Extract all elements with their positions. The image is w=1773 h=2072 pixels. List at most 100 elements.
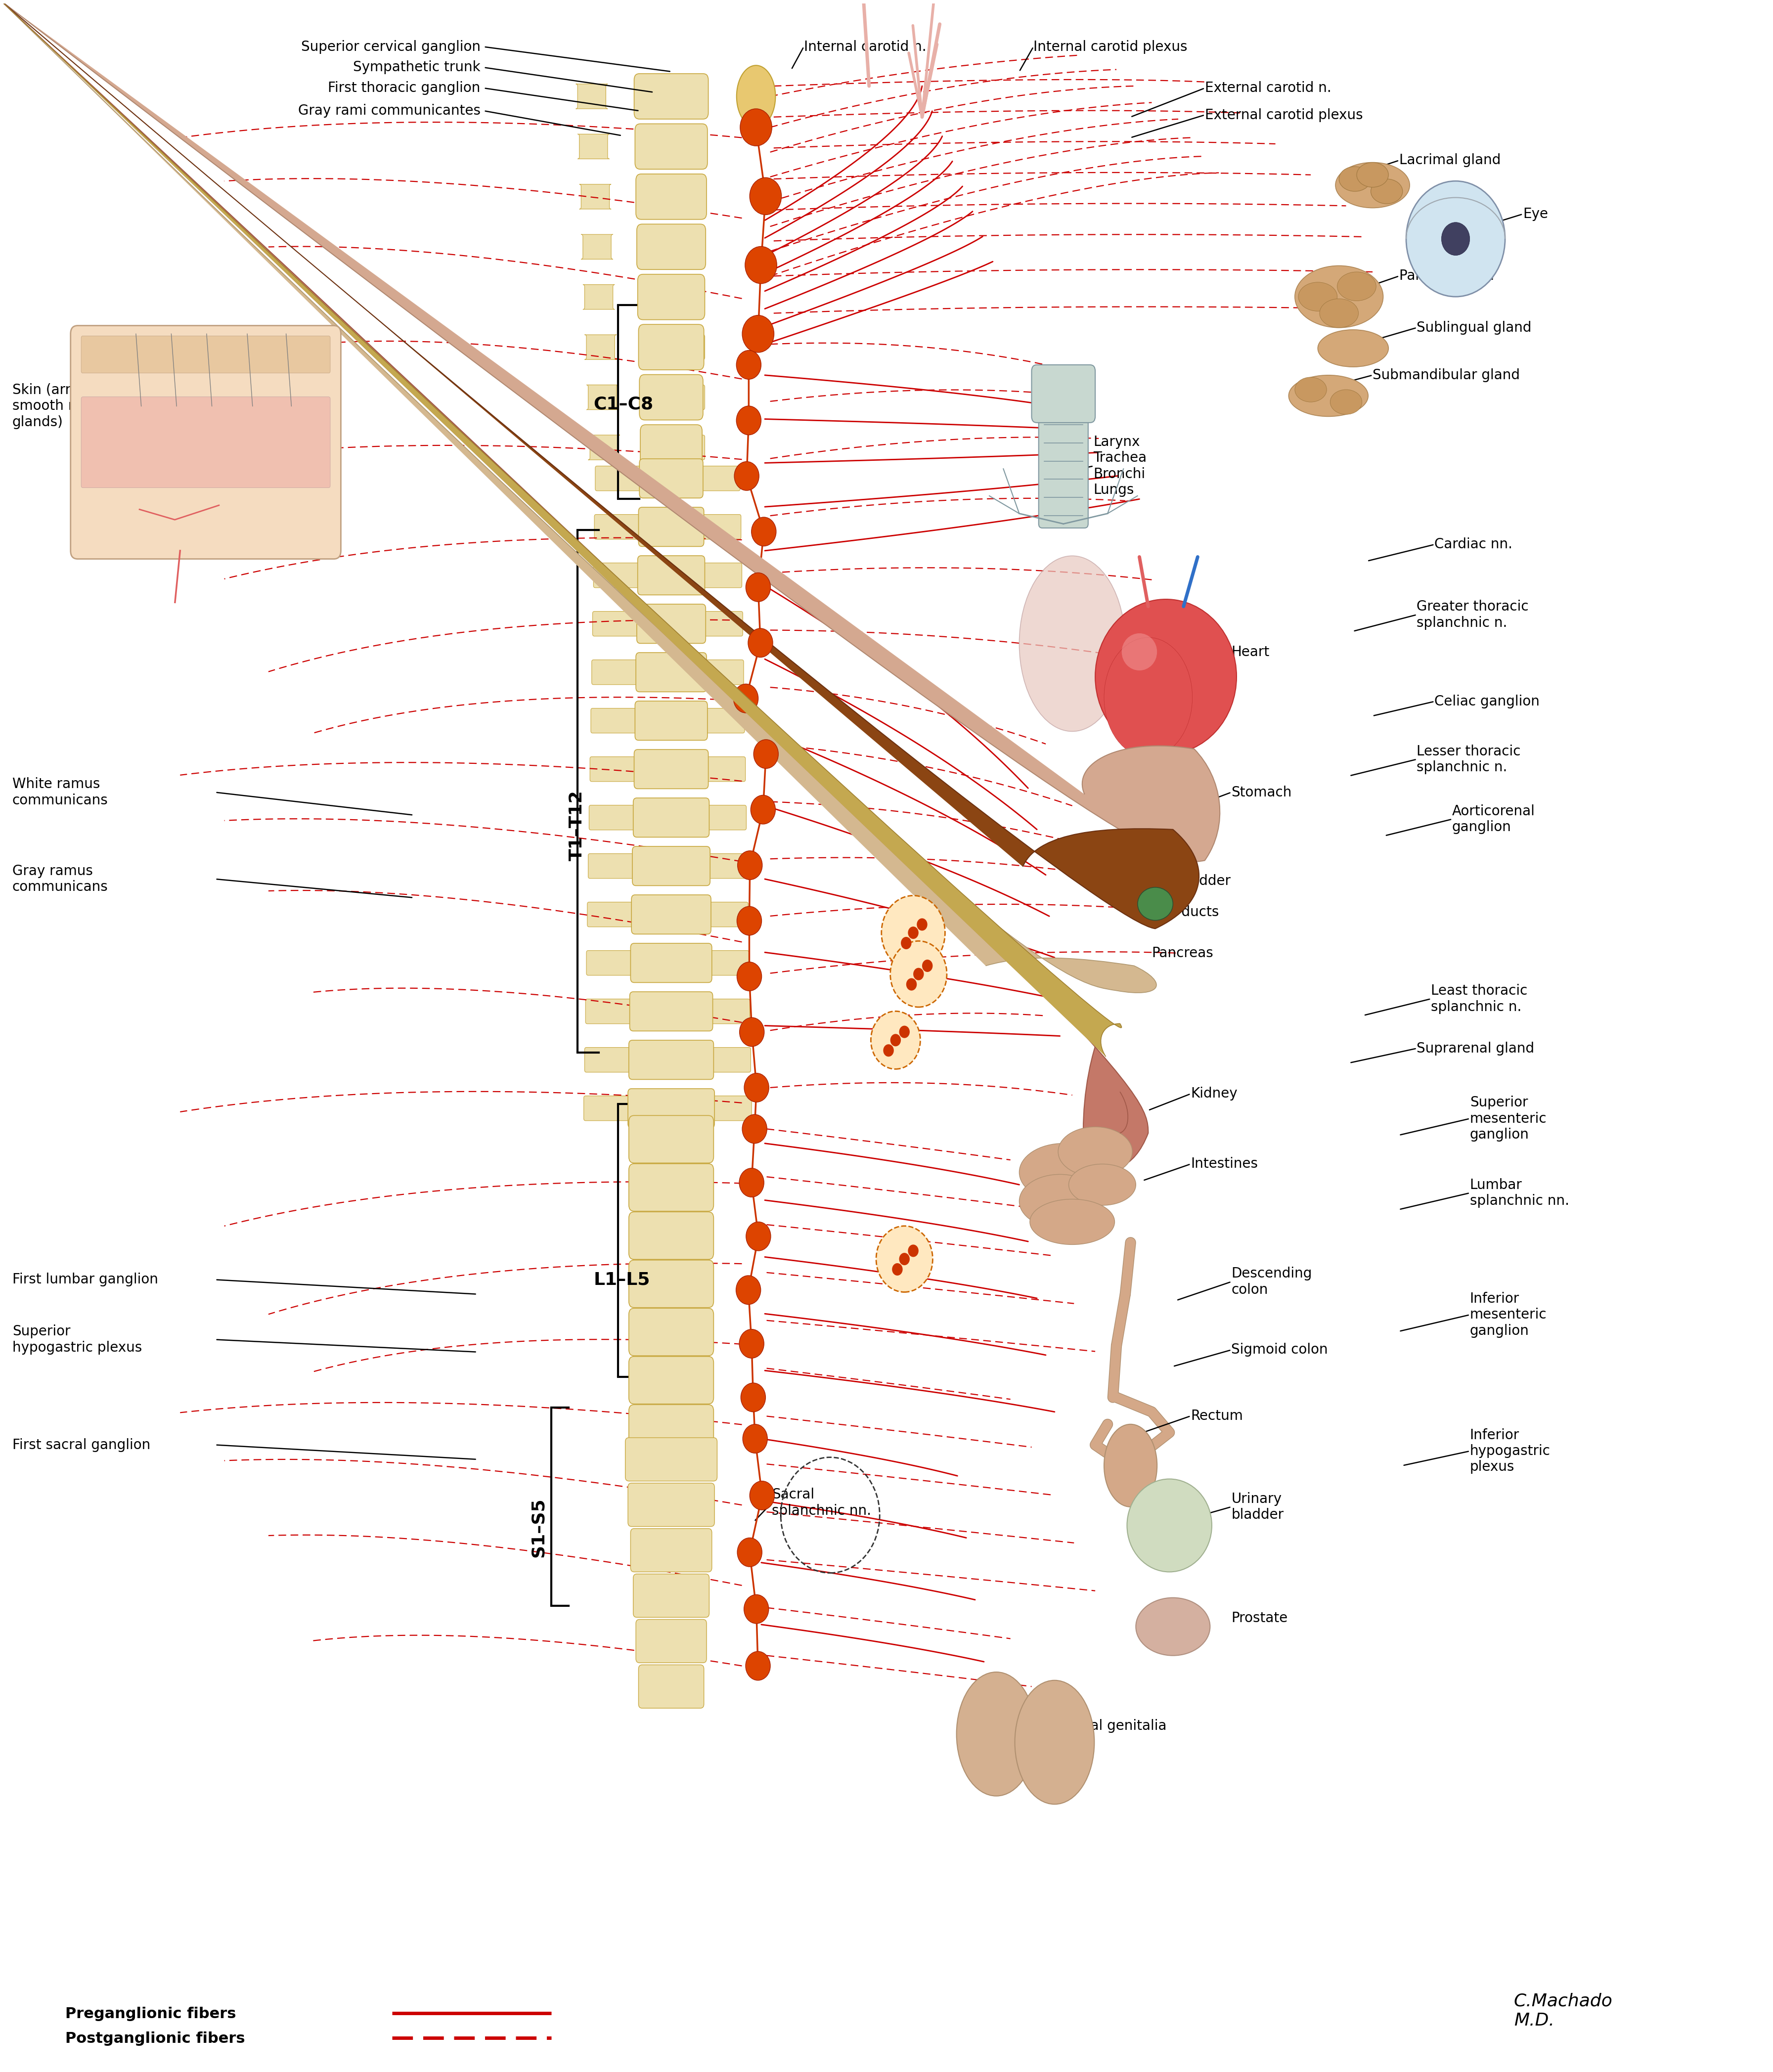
Ellipse shape xyxy=(1317,329,1388,367)
FancyBboxPatch shape xyxy=(668,135,704,160)
PathPatch shape xyxy=(1082,746,1220,862)
Ellipse shape xyxy=(1337,271,1376,300)
Ellipse shape xyxy=(1330,390,1362,414)
Text: Gray rami communicantes: Gray rami communicantes xyxy=(298,104,480,118)
FancyBboxPatch shape xyxy=(631,895,711,934)
FancyBboxPatch shape xyxy=(589,854,638,879)
Text: External carotid plexus: External carotid plexus xyxy=(1204,108,1362,122)
Text: Superior cervical ganglion: Superior cervical ganglion xyxy=(301,39,480,54)
Text: First sacral ganglion: First sacral ganglion xyxy=(12,1438,151,1452)
FancyBboxPatch shape xyxy=(668,385,704,410)
Circle shape xyxy=(922,959,933,972)
FancyBboxPatch shape xyxy=(580,184,612,209)
Text: Gallbladder: Gallbladder xyxy=(1151,874,1230,889)
Text: Sacral
splanchnic nn.: Sacral splanchnic nn. xyxy=(771,1488,871,1517)
Text: External carotid n.: External carotid n. xyxy=(1204,81,1332,95)
FancyBboxPatch shape xyxy=(592,659,642,684)
FancyBboxPatch shape xyxy=(637,1620,706,1662)
Text: Inferior
hypogastric
plexus: Inferior hypogastric plexus xyxy=(1470,1428,1550,1473)
Text: S1–S5: S1–S5 xyxy=(530,1498,546,1558)
Text: Pancreas: Pancreas xyxy=(1151,947,1213,959)
Ellipse shape xyxy=(1289,375,1367,416)
PathPatch shape xyxy=(986,957,1156,992)
Text: Gray ramus
communicans: Gray ramus communicans xyxy=(12,864,108,893)
Circle shape xyxy=(750,178,782,215)
FancyBboxPatch shape xyxy=(585,336,617,361)
FancyBboxPatch shape xyxy=(633,798,709,837)
Text: Stomach: Stomach xyxy=(1230,785,1291,800)
FancyBboxPatch shape xyxy=(668,234,704,259)
Text: C.Machado
M.D.: C.Machado M.D. xyxy=(1514,1993,1612,2028)
Circle shape xyxy=(1406,180,1505,296)
Ellipse shape xyxy=(1136,887,1172,920)
Text: Prostate: Prostate xyxy=(1230,1612,1287,1624)
Text: Bile ducts: Bile ducts xyxy=(1151,905,1218,920)
Text: Internal carotid plexus: Internal carotid plexus xyxy=(1034,39,1188,54)
Text: Superior
hypogastric plexus: Superior hypogastric plexus xyxy=(12,1324,142,1355)
Circle shape xyxy=(748,628,773,657)
FancyBboxPatch shape xyxy=(596,466,645,491)
FancyBboxPatch shape xyxy=(637,224,706,269)
Circle shape xyxy=(876,1227,933,1293)
FancyBboxPatch shape xyxy=(587,385,619,410)
Ellipse shape xyxy=(1319,298,1358,327)
Ellipse shape xyxy=(1339,166,1371,191)
Circle shape xyxy=(738,961,761,990)
Text: Liver: Liver xyxy=(1151,843,1184,858)
Text: Intestines: Intestines xyxy=(1190,1156,1257,1171)
FancyBboxPatch shape xyxy=(704,806,746,831)
Circle shape xyxy=(736,406,761,435)
Circle shape xyxy=(871,1011,920,1069)
PathPatch shape xyxy=(1083,1046,1147,1169)
Ellipse shape xyxy=(1058,1127,1131,1177)
Circle shape xyxy=(890,941,947,1007)
Ellipse shape xyxy=(1356,162,1388,186)
FancyBboxPatch shape xyxy=(638,274,704,319)
FancyBboxPatch shape xyxy=(700,659,743,684)
FancyBboxPatch shape xyxy=(635,750,707,789)
Text: C1–C8: C1–C8 xyxy=(594,396,652,412)
Circle shape xyxy=(750,796,775,825)
FancyBboxPatch shape xyxy=(585,999,635,1024)
Text: Lesser thoracic
splanchnic n.: Lesser thoracic splanchnic n. xyxy=(1417,744,1521,775)
Ellipse shape xyxy=(1105,1423,1156,1506)
Text: Skin (arrector pili mm., vascular
smooth m., and sweat
glands): Skin (arrector pili mm., vascular smooth… xyxy=(12,383,232,429)
FancyBboxPatch shape xyxy=(640,425,702,470)
Text: First lumbar ganglion: First lumbar ganglion xyxy=(12,1272,158,1287)
Circle shape xyxy=(745,247,777,284)
FancyBboxPatch shape xyxy=(633,845,709,885)
FancyBboxPatch shape xyxy=(629,1260,713,1307)
FancyBboxPatch shape xyxy=(637,605,706,644)
Ellipse shape xyxy=(1019,1175,1101,1229)
Circle shape xyxy=(743,315,773,352)
Circle shape xyxy=(892,1264,902,1276)
FancyBboxPatch shape xyxy=(702,756,745,781)
FancyBboxPatch shape xyxy=(629,1212,713,1260)
FancyBboxPatch shape xyxy=(628,1088,715,1127)
FancyBboxPatch shape xyxy=(637,653,706,692)
FancyBboxPatch shape xyxy=(699,564,741,588)
FancyBboxPatch shape xyxy=(631,1529,711,1573)
FancyBboxPatch shape xyxy=(638,555,704,595)
Circle shape xyxy=(917,918,927,930)
FancyBboxPatch shape xyxy=(71,325,340,559)
Circle shape xyxy=(913,968,924,980)
Text: T1–T12: T1–T12 xyxy=(569,789,585,860)
FancyBboxPatch shape xyxy=(629,1405,713,1452)
Circle shape xyxy=(745,1651,769,1680)
Text: Internal carotid n.: Internal carotid n. xyxy=(803,39,926,54)
Text: Inferior
mesenteric
ganglion: Inferior mesenteric ganglion xyxy=(1470,1291,1546,1339)
FancyBboxPatch shape xyxy=(638,325,704,369)
Ellipse shape xyxy=(1371,178,1402,203)
Ellipse shape xyxy=(1294,377,1326,402)
FancyBboxPatch shape xyxy=(638,508,704,547)
Text: Greater thoracic
splanchnic n.: Greater thoracic splanchnic n. xyxy=(1417,599,1528,630)
Ellipse shape xyxy=(1105,638,1191,756)
Ellipse shape xyxy=(1335,162,1410,207)
Circle shape xyxy=(743,1423,768,1452)
FancyBboxPatch shape xyxy=(640,375,702,421)
Text: Postganglionic fibers: Postganglionic fibers xyxy=(66,2031,245,2045)
Text: L1–L5: L1–L5 xyxy=(594,1272,651,1289)
FancyBboxPatch shape xyxy=(590,709,640,733)
Ellipse shape xyxy=(1019,1144,1108,1202)
